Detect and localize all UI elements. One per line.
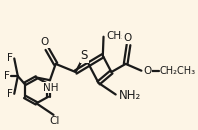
Text: F: F: [7, 89, 12, 99]
Text: CH₃: CH₃: [106, 31, 125, 41]
Text: CH₂CH₃: CH₂CH₃: [160, 66, 196, 76]
Text: S: S: [81, 49, 88, 62]
Text: NH: NH: [43, 83, 58, 93]
Text: O: O: [41, 37, 49, 47]
Text: O: O: [123, 33, 131, 43]
Text: O: O: [143, 66, 151, 76]
Text: Cl: Cl: [49, 116, 59, 126]
Text: F: F: [4, 71, 10, 81]
Text: NH₂: NH₂: [119, 89, 141, 102]
Text: F: F: [7, 53, 12, 63]
